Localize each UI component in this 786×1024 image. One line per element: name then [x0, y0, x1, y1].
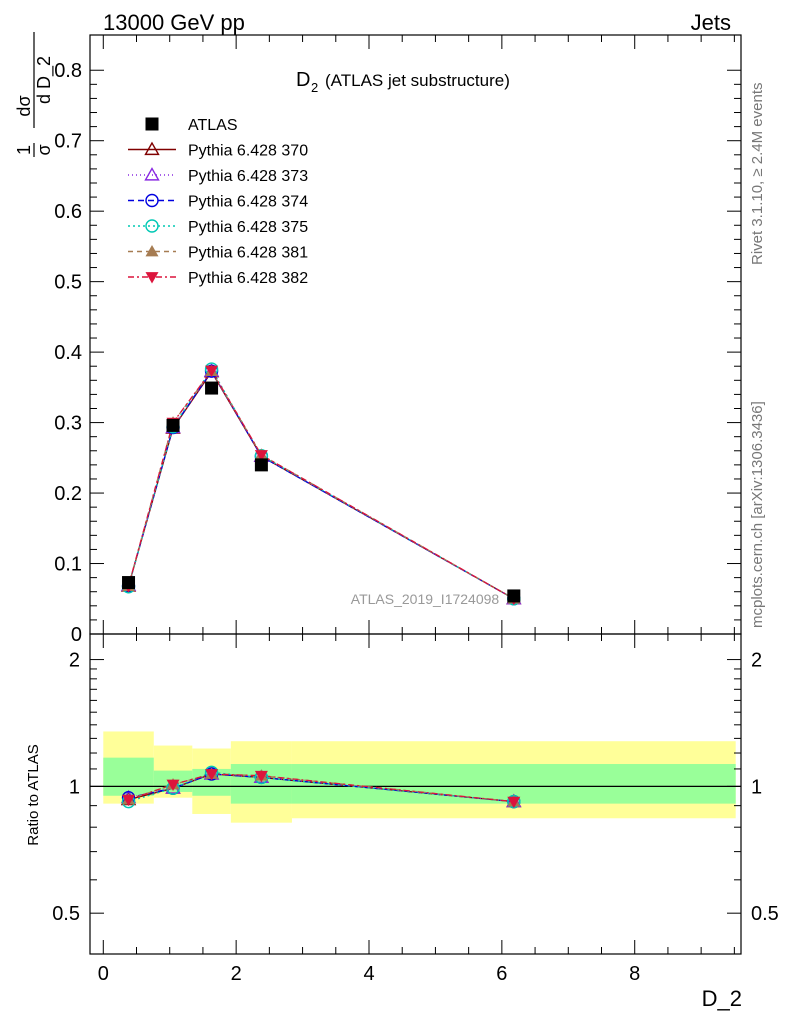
- data-point: [507, 589, 521, 603]
- x-tick-label: 4: [363, 963, 374, 985]
- ratio-y-tick-label: 1: [69, 776, 80, 798]
- mcplots-label: mcplots.cern.ch [arXiv:1306.3436]: [749, 401, 766, 628]
- x-tick-label: 0: [98, 963, 109, 985]
- inner-band: [103, 757, 154, 796]
- ratio-series-group: [120, 765, 522, 809]
- y-tick-label: 0.5: [54, 272, 82, 294]
- ratio-point: [166, 779, 180, 792]
- legend-label: Pythia 6.428 370: [188, 143, 308, 160]
- legend-marker: [144, 167, 160, 181]
- legend-label: Pythia 6.428 375: [188, 219, 308, 236]
- legend-marker: [145, 245, 159, 257]
- legend-label: Pythia 6.428 382: [188, 270, 308, 287]
- x-tick-label: 8: [629, 963, 640, 985]
- energy-label: 13000 GeV pp: [103, 10, 245, 35]
- legend-label: ATLAS: [188, 117, 238, 134]
- ratio-axes: 0.5 0.5 1 1 2 2 0 2 4 6 8: [52, 634, 779, 985]
- main-y-axis: 0 0.1 0.2 0.3 0.4 0.5 0.6 0.7 0.8: [54, 35, 741, 646]
- series-point: [254, 450, 268, 462]
- legend-marker: [145, 272, 159, 284]
- legend: ATLAS Pythia 6.428 370 Pythia 6.428 373 Pyt…: [128, 117, 308, 287]
- y-tick-label: 0.1: [54, 554, 82, 576]
- y-tick-label: 0.8: [54, 60, 82, 82]
- title-sub: 2: [311, 80, 318, 95]
- data-point: [122, 576, 136, 590]
- x-axis-label: D_2: [702, 986, 742, 1011]
- y-tick-label: 0: [71, 624, 82, 646]
- legend-label: Pythia 6.428 373: [188, 168, 308, 185]
- title-main: D: [296, 69, 310, 91]
- svg-text:1: 1: [14, 145, 34, 155]
- title-rest: (ATLAS jet substructure): [325, 71, 510, 90]
- x-tick-label: 2: [231, 963, 242, 985]
- legend-label: Pythia 6.428 374: [188, 194, 308, 211]
- process-label: Jets: [691, 10, 731, 35]
- ratio-point: [205, 769, 219, 781]
- rivet-label: Rivet 3.1.10, ≥ 2.4M events: [749, 83, 766, 266]
- ratio-y-tick-label-right: 2: [751, 650, 762, 672]
- svg-text:dσ: dσ: [14, 95, 34, 116]
- ratio-line: [128, 771, 514, 803]
- ratio-point: [254, 770, 268, 783]
- legend-marker: [145, 219, 159, 233]
- plot-title: D 2 (ATLAS jet substructure): [296, 69, 510, 95]
- data-point: [166, 418, 180, 432]
- y-tick-label: 0.3: [54, 413, 82, 435]
- legend-marker: [144, 141, 160, 156]
- ratio-y-tick-label: 2: [69, 650, 80, 672]
- y-tick-label: 0.4: [54, 342, 82, 364]
- legend-label: Pythia 6.428 381: [188, 245, 308, 262]
- ratio-y-tick-label-right: 0.5: [751, 903, 779, 925]
- ratio-ylabel: Ratio to ATLAS: [25, 744, 42, 845]
- ratio-point: [122, 794, 136, 807]
- y-tick-label: 0.6: [54, 201, 82, 223]
- ratio-y-tick-label-right: 1: [751, 776, 762, 798]
- legend-marker: [145, 193, 159, 208]
- main-ylabel: 1 σ dσd D_2: [14, 32, 55, 157]
- legend-marker: [145, 117, 159, 131]
- ratio-point: [507, 796, 521, 809]
- ratio-line: [128, 773, 514, 803]
- analysis-label: ATLAS_2019_I1724098: [351, 591, 500, 607]
- series-line: [127, 369, 515, 600]
- ratio-y-tick-label: 0.5: [52, 903, 80, 925]
- svg-text:d D_2: d D_2: [34, 56, 55, 104]
- y-tick-label: 0.7: [54, 131, 82, 153]
- x-tick-label: 6: [496, 963, 507, 985]
- main-series-group: [120, 362, 522, 606]
- svg-text:σ: σ: [34, 144, 54, 155]
- series-line: [127, 367, 515, 600]
- y-tick-label: 0.2: [54, 483, 82, 505]
- data-point: [254, 458, 268, 472]
- data-point: [205, 381, 219, 395]
- series-point: [205, 365, 219, 377]
- ratio-panel-frame: [89, 633, 742, 955]
